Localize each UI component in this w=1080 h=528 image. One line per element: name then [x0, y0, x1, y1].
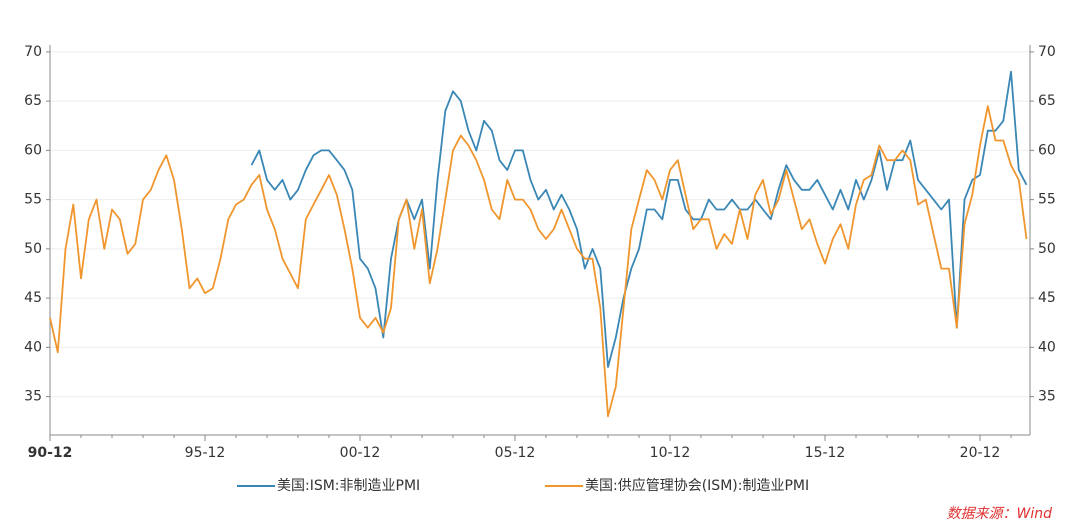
series-line	[49, 105, 1028, 418]
y-tick-label: 55	[24, 192, 42, 208]
x-tick-label: 10-12	[650, 445, 691, 461]
y-tick-label: 50	[24, 241, 42, 257]
y2-tick-label: 60	[1038, 142, 1056, 158]
source-note: 数据来源：Wind	[947, 506, 1053, 522]
y-tick-label: 45	[24, 290, 42, 306]
y2-tick-label: 70	[1038, 44, 1056, 60]
y2-tick-label: 50	[1038, 241, 1056, 257]
x-tick-label: 90-12	[28, 445, 73, 461]
legend-label: 美国:ISM:非制造业PMI	[277, 478, 420, 494]
x-tick-label: 00-12	[340, 445, 381, 461]
series-line	[250, 70, 1028, 368]
y-tick-label: 35	[24, 389, 42, 405]
y-tick-label: 70	[24, 44, 42, 60]
y2-tick-label: 65	[1038, 93, 1056, 109]
x-tick-label: 05-12	[495, 445, 536, 461]
y-tick-label: 40	[24, 339, 42, 355]
x-tick-label: 20-12	[960, 445, 1001, 461]
y2-tick-label: 35	[1038, 389, 1056, 405]
x-tick-label: 95-12	[185, 445, 226, 461]
y2-tick-label: 55	[1038, 192, 1056, 208]
y2-tick-label: 45	[1038, 290, 1056, 306]
legend-label: 美国:供应管理协会(ISM):制造业PMI	[585, 477, 809, 494]
y-tick-label: 60	[24, 142, 42, 158]
y2-tick-label: 40	[1038, 339, 1056, 355]
y-tick-label: 65	[24, 93, 42, 109]
x-tick-label: 15-12	[805, 445, 846, 461]
